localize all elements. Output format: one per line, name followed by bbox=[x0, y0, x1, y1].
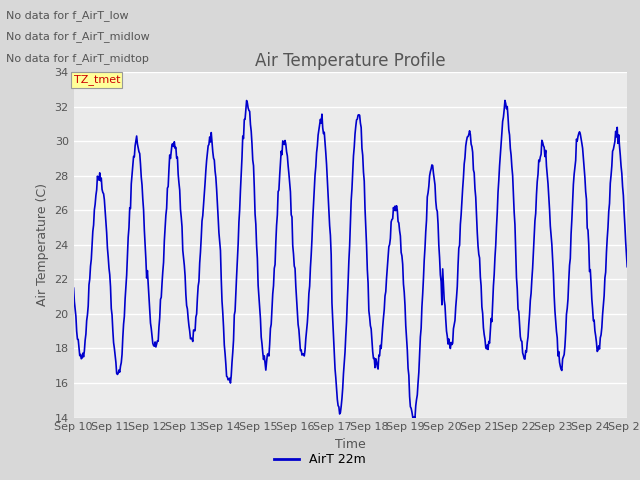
Y-axis label: Air Temperature (C): Air Temperature (C) bbox=[36, 183, 49, 306]
Legend: AirT 22m: AirT 22m bbox=[269, 448, 371, 471]
Text: No data for f_AirT_low: No data for f_AirT_low bbox=[6, 10, 129, 21]
Title: Air Temperature Profile: Air Temperature Profile bbox=[255, 52, 445, 71]
Text: TZ_tmet: TZ_tmet bbox=[74, 74, 120, 85]
Text: No data for f_AirT_midlow: No data for f_AirT_midlow bbox=[6, 31, 150, 42]
X-axis label: Time: Time bbox=[335, 438, 366, 451]
Text: No data for f_AirT_midtop: No data for f_AirT_midtop bbox=[6, 53, 149, 64]
